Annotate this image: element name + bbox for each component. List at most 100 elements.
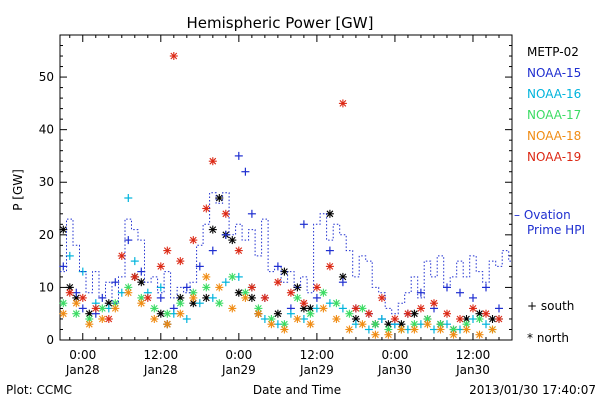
- data-point: [384, 330, 393, 339]
- axes: 010203040500:00Jan2812:00Jan280:00Jan291…: [39, 34, 513, 377]
- data-point: [215, 299, 224, 308]
- chart-title: Hemispheric Power [GW]: [187, 14, 374, 32]
- data-point: [124, 194, 133, 202]
- data-point: [156, 283, 165, 292]
- data-point: [202, 283, 211, 292]
- footer-left: Plot: CCMC: [6, 383, 72, 397]
- data-point: [273, 309, 282, 318]
- data-point: [78, 304, 87, 313]
- legend-hpi-line2: Prime HPI: [527, 223, 585, 237]
- y-tick-label: 20: [39, 228, 54, 242]
- data-point: [156, 262, 165, 271]
- data-point: [488, 325, 497, 334]
- x-tick-label: 0:00: [69, 348, 96, 362]
- data-point: [130, 257, 139, 266]
- data-point: [59, 262, 68, 271]
- data-point: [397, 325, 406, 334]
- y-tick-label: 0: [46, 333, 54, 347]
- data-point: [215, 194, 224, 202]
- legend: METP-02 NOAA-15 NOAA-16 NOAA-17 NOAA-18 NOAA-…: [514, 45, 585, 345]
- data-point: [325, 262, 334, 271]
- data-point: [456, 315, 464, 323]
- series-metp-02: [59, 194, 497, 334]
- data-point: [482, 283, 490, 292]
- data-point: [469, 293, 477, 302]
- data-point: [137, 278, 146, 287]
- data-point: [163, 246, 172, 255]
- data-point: [299, 299, 308, 308]
- legend-entry: NOAA-17: [527, 108, 581, 122]
- data-point: [176, 309, 185, 318]
- data-point: [280, 267, 289, 276]
- data-point: [182, 315, 191, 323]
- series-noaa-17: [59, 272, 497, 334]
- data-point: [338, 304, 347, 313]
- data-point: [319, 288, 328, 297]
- y-tick-label: 10: [39, 280, 54, 294]
- data-point: [208, 293, 217, 302]
- data-point: [358, 320, 367, 329]
- marker-legend-entry: + south: [527, 299, 574, 313]
- data-point: [377, 315, 386, 323]
- data-point: [410, 309, 419, 318]
- data-point: [325, 209, 334, 218]
- data-point: [124, 288, 133, 297]
- data-point: [436, 325, 445, 334]
- data-point: [443, 309, 451, 318]
- data-point: [189, 293, 198, 302]
- x-tick-date-label: Jan29: [221, 363, 256, 377]
- data-point: [430, 299, 438, 308]
- data-point: [351, 304, 360, 313]
- data-point: [195, 299, 204, 308]
- data-point: [85, 320, 94, 329]
- data-point: [72, 299, 81, 308]
- footer-timestamp: 2013/01/30 17:40:07: [469, 383, 596, 397]
- data-point: [98, 304, 107, 313]
- data-point: [416, 288, 425, 297]
- data-point: [410, 325, 419, 334]
- y-tick-label: 30: [39, 175, 54, 189]
- legend-entry: NOAA-16: [527, 87, 581, 101]
- y-tick-label: 40: [39, 123, 54, 137]
- data-point: [156, 309, 165, 318]
- data-point: [163, 320, 172, 329]
- data-point: [208, 157, 217, 166]
- data-point: [364, 309, 373, 318]
- data-point: [202, 204, 211, 213]
- data-point: [286, 309, 295, 318]
- data-point: [345, 309, 354, 318]
- data-point: [456, 288, 464, 297]
- data-point: [254, 309, 263, 318]
- data-point: [228, 236, 237, 245]
- x-tick-date-label: Jan28: [143, 363, 178, 377]
- data-point: [338, 99, 347, 108]
- data-point: [137, 299, 146, 308]
- data-point: [475, 315, 484, 323]
- data-point: [293, 315, 302, 323]
- data-point: [208, 246, 217, 255]
- x-tick-date-label: Jan30: [377, 363, 412, 377]
- data-point: [306, 320, 315, 329]
- x-tick-label: 12:00: [144, 348, 179, 362]
- data-point: [150, 315, 159, 323]
- data-point: [332, 299, 341, 308]
- data-point: [143, 293, 152, 302]
- data-point: [65, 251, 74, 260]
- data-point: [482, 309, 490, 318]
- legend-hpi-line1: – Ovation: [514, 208, 571, 222]
- y-axis-label: P [GW]: [11, 169, 25, 211]
- data-point: [202, 293, 211, 302]
- x-axis-label: Date and Time: [253, 383, 341, 397]
- legend-entry: NOAA-18: [527, 129, 581, 143]
- data-point: [469, 304, 477, 313]
- data-point: [482, 320, 490, 329]
- data-layer: [59, 52, 512, 339]
- data-point: [59, 309, 68, 318]
- data-point: [182, 283, 191, 292]
- data-point: [449, 330, 458, 339]
- data-point: [462, 325, 471, 334]
- data-point: [202, 272, 211, 281]
- data-point: [345, 325, 354, 334]
- data-point: [78, 293, 87, 302]
